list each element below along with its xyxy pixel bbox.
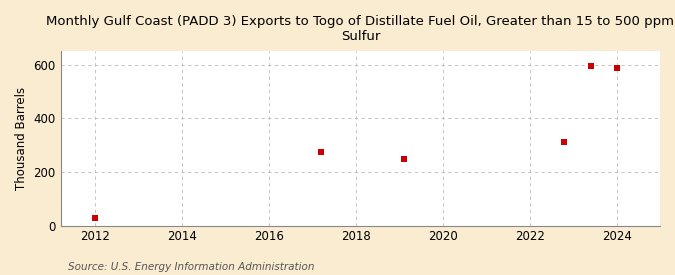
Y-axis label: Thousand Barrels: Thousand Barrels — [15, 87, 28, 190]
Point — [90, 215, 101, 220]
Point — [559, 140, 570, 145]
Point — [611, 65, 622, 70]
Point — [398, 156, 409, 161]
Text: Source: U.S. Energy Information Administration: Source: U.S. Energy Information Administ… — [68, 262, 314, 272]
Point — [316, 150, 327, 154]
Title: Monthly Gulf Coast (PADD 3) Exports to Togo of Distillate Fuel Oil, Greater than: Monthly Gulf Coast (PADD 3) Exports to T… — [47, 15, 674, 43]
Point — [585, 64, 596, 68]
